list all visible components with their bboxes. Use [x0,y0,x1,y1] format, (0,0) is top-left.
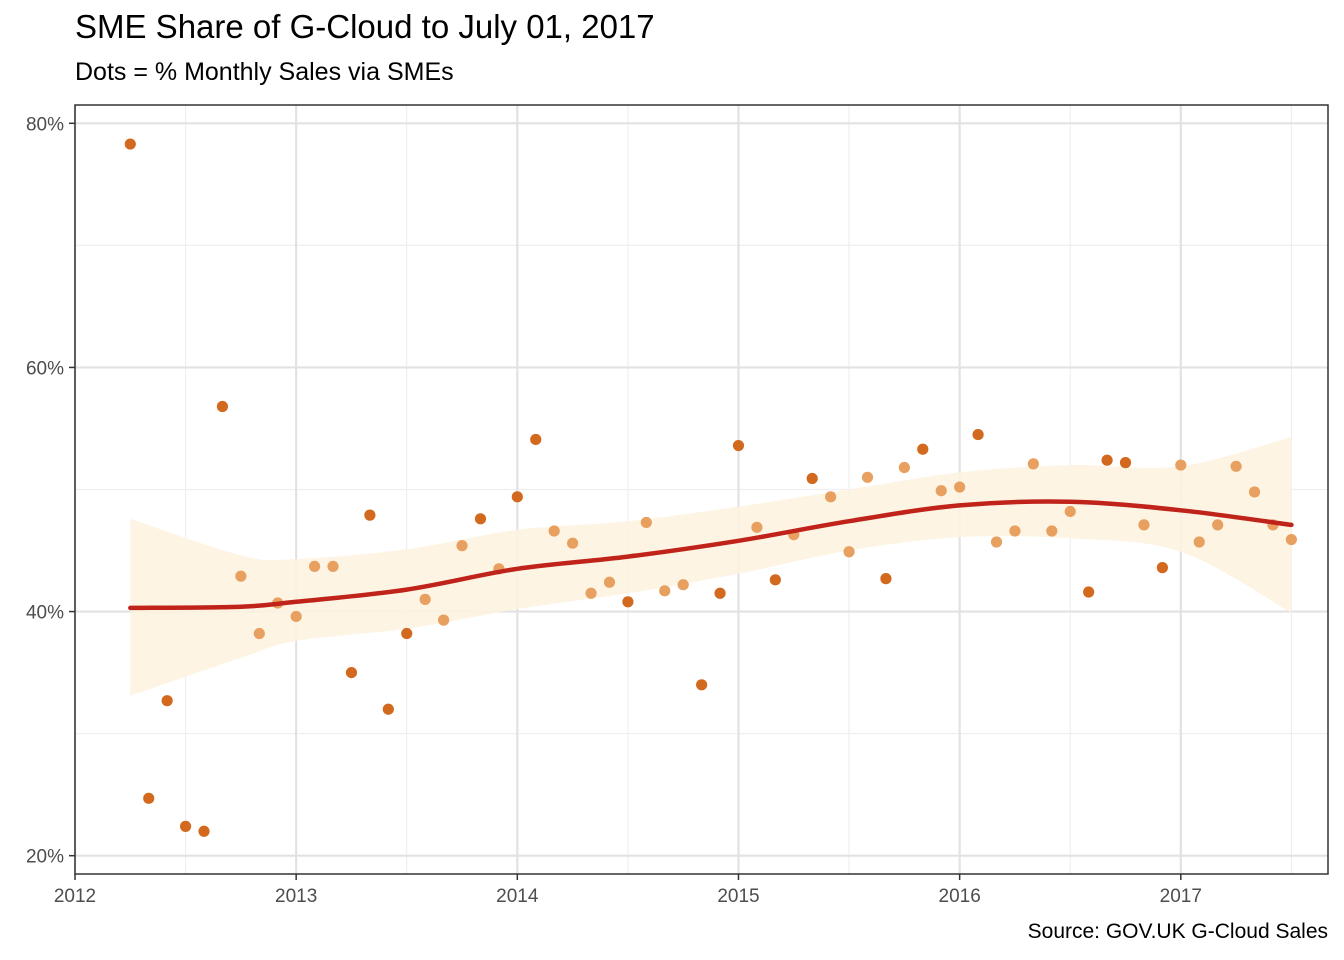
data-point [622,596,634,608]
chart-title: SME Share of G-Cloud to July 01, 2017 [75,8,655,45]
data-point [419,593,431,605]
data-point [917,443,929,455]
y-tick-label: 20% [26,847,64,868]
data-point [308,560,321,573]
data-point [825,491,837,503]
x-tick-label: 2014 [496,886,539,907]
data-point [1119,457,1132,469]
data-point [548,525,560,537]
data-point [530,433,542,446]
x-axis: 2012 2013 2014 2015 2016 2017 [54,874,1202,907]
data-point [1009,525,1021,537]
y-tick-label: 40% [26,603,64,624]
data-point [1212,519,1224,531]
data-point [714,587,726,599]
data-point [474,513,487,525]
data-point [935,485,947,497]
data-point [364,509,376,521]
data-point [345,666,358,679]
data-point [603,576,616,588]
data-point [198,825,210,837]
data-point [806,472,818,485]
data-point [843,546,855,558]
data-point [567,537,579,549]
data-point [861,471,874,483]
data-point [585,587,597,599]
data-point [179,820,192,832]
data-point [640,516,652,529]
data-point [290,610,302,623]
data-point [1083,586,1095,598]
smooth-trend-line [128,499,1294,611]
data-point [1046,525,1058,537]
data-point [456,540,468,552]
y-tick-label: 60% [26,358,64,379]
data-point [732,439,745,452]
data-point [990,536,1003,548]
x-tick-label: 2016 [939,886,981,907]
chart-subtitle: Dots = % Monthly Sales via SMEs [75,58,454,86]
data-point [253,627,265,640]
y-axis: 20% 40% 60% 80% [26,114,75,868]
data-point [659,585,671,597]
data-point [401,627,413,640]
data-point [1230,460,1242,472]
data-point [235,570,247,582]
x-tick-label: 2012 [54,886,96,907]
data-point [1193,536,1205,548]
data-point [751,521,763,533]
data-points [124,138,1297,837]
x-tick-label: 2013 [275,886,317,907]
data-point [1248,486,1261,498]
data-point [327,560,339,573]
data-point [677,579,689,591]
data-point [880,573,892,585]
source-caption: Source: GOV.UK G-Cloud Sales [1027,920,1328,943]
data-point [1027,458,1039,470]
data-point [1138,519,1150,531]
data-point [1064,505,1076,518]
data-point [1175,459,1187,471]
data-point [438,614,450,626]
data-point [1101,454,1113,466]
x-tick-label: 2015 [717,886,759,907]
data-point [382,703,394,715]
data-point [124,138,136,150]
data-point [972,428,984,441]
data-point [696,679,708,691]
data-point [216,400,229,413]
x-tick-label: 2017 [1160,886,1202,907]
panel-border [74,104,1329,875]
y-tick-label: 80% [26,114,64,135]
data-point [898,461,910,474]
data-point [1156,562,1168,574]
data-point [954,481,966,493]
data-point [143,792,155,804]
data-point [161,695,173,707]
data-point [769,574,781,586]
confidence-band [130,437,1292,696]
data-point [511,491,523,503]
data-point [1285,533,1297,546]
